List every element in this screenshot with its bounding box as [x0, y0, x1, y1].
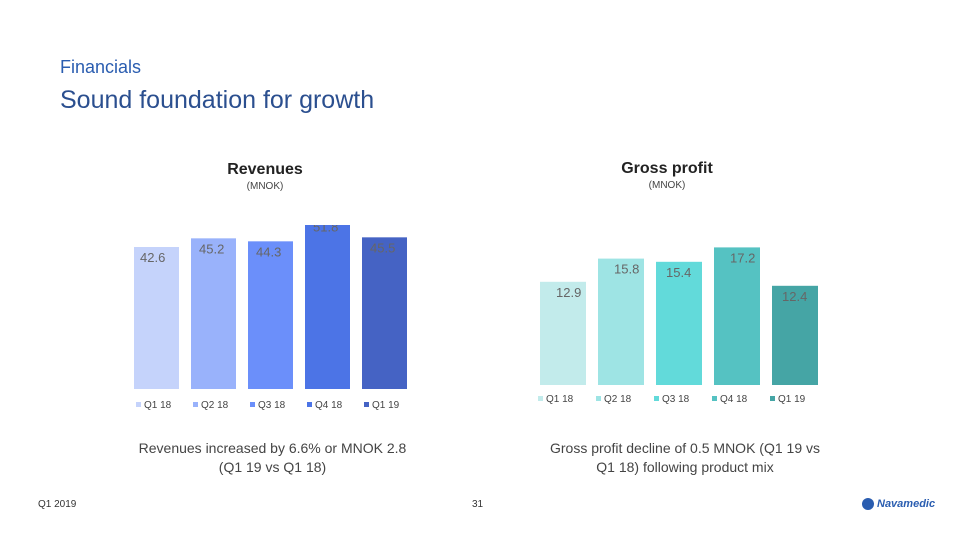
revenues-legend-swatch-1: [136, 402, 141, 407]
revenues-value-label-4: 51.8: [313, 225, 338, 234]
logo-icon: [862, 498, 874, 510]
page-title: Sound foundation for growth: [60, 86, 375, 114]
page-number: 31: [472, 499, 484, 510]
gross-profit-legend-label-5: Q1 19: [778, 394, 806, 405]
gross-profit-bar-2: [598, 258, 644, 385]
gross-profit-bar-4: [714, 247, 760, 385]
revenues-legend-swatch-5: [364, 402, 369, 407]
revenues-caption: Revenues increased by 6.6% or MNOK 2.8 (…: [90, 439, 455, 477]
revenues-legend-label-2: Q2 18: [201, 400, 229, 411]
gross-profit-caption-line2: Q1 18) following product mix: [596, 459, 774, 475]
gross-profit-legend-swatch-1: [538, 396, 543, 401]
revenues-bar-3: [248, 241, 293, 389]
gross-profit-legend-swatch-5: [770, 396, 775, 401]
revenues-bar-1: [134, 247, 179, 389]
gross-profit-bar-3: [656, 261, 702, 385]
revenues-caption-line2: (Q1 19 vs Q1 18): [218, 459, 327, 475]
revenues-caption-line1: Revenues increased by 6.6% or MNOK 2.8: [138, 440, 407, 456]
gross-profit-value-label-4: 17.2: [730, 250, 755, 265]
gross-profit-chart-subtitle: (MNOK): [648, 180, 686, 191]
revenues-value-label-5: 45.5: [370, 240, 395, 255]
gross-profit-legend-swatch-4: [712, 396, 717, 401]
gross-profit-bar-1: [540, 281, 586, 385]
revenues-legend-label-4: Q4 18: [315, 400, 343, 411]
revenues-bar-5: [362, 237, 407, 389]
gross-profit-bar-chart: 12.9 Q1 18 15.8 Q2 18 15.4 Q3 18 17.2 Q4 18 12.4…: [538, 247, 818, 405]
revenues-legend-swatch-4: [307, 402, 312, 407]
section-label: Financials: [60, 57, 142, 77]
revenues-legend-swatch-2: [193, 402, 198, 407]
gross-profit-value-label-3: 15.4: [666, 265, 691, 280]
gross-profit-value-label-5: 12.4: [782, 289, 807, 304]
gross-profit-chart-title: Gross profit: [621, 160, 713, 177]
gross-profit-legend-label-4: Q4 18: [720, 394, 748, 405]
revenues-chart-title: Revenues: [227, 161, 303, 178]
company-logo: Navamedic: [862, 498, 935, 510]
logo-text: Navamedic: [877, 498, 936, 510]
revenues-bar-chart: 42.6 Q1 18 45.2 Q2 18 44.3 Q3 18 51.8 Q4 18 45.5…: [134, 225, 407, 411]
revenues-value-label-3: 44.3: [256, 244, 281, 259]
revenues-chart-subtitle: (MNOK): [246, 181, 284, 192]
gross-profit-legend-label-1: Q1 18: [546, 394, 574, 405]
gross-profit-legend-swatch-2: [596, 396, 601, 401]
revenues-legend-swatch-3: [250, 402, 255, 407]
gross-profit-caption-line1: Gross profit decline of 0.5 MNOK (Q1 19 …: [550, 440, 820, 456]
revenues-legend-label-5: Q1 19: [372, 400, 400, 411]
revenues-bar-4: [305, 225, 350, 389]
gross-profit-bar-5: [772, 285, 818, 385]
revenues-bar-2: [191, 238, 236, 389]
revenues-legend-label-3: Q3 18: [258, 400, 286, 411]
footer-date: Q1 2019: [38, 499, 77, 510]
gross-profit-value-label-1: 12.9: [556, 285, 581, 300]
gross-profit-caption: Gross profit decline of 0.5 MNOK (Q1 19 …: [505, 439, 865, 477]
gross-profit-legend-label-2: Q2 18: [604, 394, 632, 405]
gross-profit-legend-swatch-3: [654, 396, 659, 401]
gross-profit-value-label-2: 15.8: [614, 262, 639, 277]
revenues-value-label-2: 45.2: [199, 241, 224, 256]
gross-profit-legend-label-3: Q3 18: [662, 394, 690, 405]
revenues-legend-label-1: Q1 18: [144, 400, 172, 411]
revenues-value-label-1: 42.6: [140, 250, 165, 265]
